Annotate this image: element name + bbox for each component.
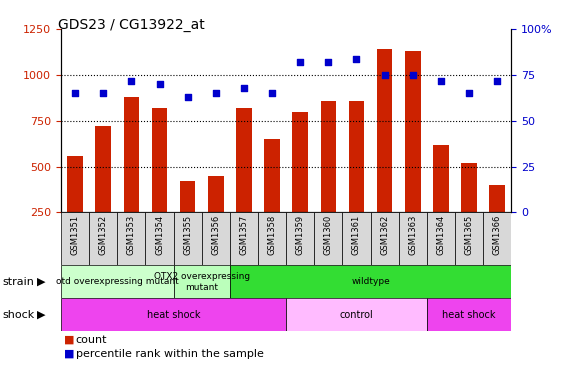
Bar — [208, 176, 224, 212]
Text: strain: strain — [3, 277, 35, 287]
Bar — [67, 156, 83, 212]
Point — [99, 90, 108, 96]
Bar — [489, 185, 505, 212]
Bar — [145, 212, 174, 265]
Bar — [236, 108, 252, 212]
Point — [324, 59, 333, 65]
Text: GSM1361: GSM1361 — [352, 215, 361, 255]
Text: control: control — [340, 310, 374, 320]
Bar — [230, 212, 258, 265]
Bar — [314, 212, 342, 265]
Text: OTX2 overexpressing
mutant: OTX2 overexpressing mutant — [153, 272, 250, 292]
Bar — [117, 212, 145, 265]
Point — [493, 78, 502, 83]
Bar — [180, 181, 195, 212]
Point — [464, 90, 474, 96]
Bar — [427, 212, 455, 265]
Bar — [89, 212, 117, 265]
Text: shock: shock — [3, 310, 35, 320]
Bar — [461, 163, 477, 212]
Bar — [483, 212, 511, 265]
Point — [436, 78, 446, 83]
Bar — [286, 212, 314, 265]
Text: GSM1351: GSM1351 — [70, 215, 80, 255]
Bar — [405, 51, 421, 212]
Text: ▶: ▶ — [37, 310, 45, 320]
Text: count: count — [76, 335, 107, 345]
Bar — [174, 265, 230, 298]
Bar — [321, 101, 336, 212]
Point — [183, 94, 192, 100]
Text: GSM1356: GSM1356 — [211, 215, 220, 255]
Bar — [455, 212, 483, 265]
Point — [380, 72, 389, 78]
Point — [408, 72, 417, 78]
Bar — [152, 108, 167, 212]
Text: GSM1358: GSM1358 — [268, 215, 277, 255]
Bar — [61, 298, 286, 331]
Point — [211, 90, 220, 96]
Bar — [258, 212, 286, 265]
Point — [267, 90, 277, 96]
Point — [70, 90, 80, 96]
Text: wildtype: wildtype — [351, 277, 390, 286]
Text: GSM1364: GSM1364 — [436, 215, 446, 255]
Text: heat shock: heat shock — [442, 310, 496, 320]
Bar — [61, 265, 174, 298]
Bar — [124, 97, 139, 212]
Bar — [427, 298, 511, 331]
Text: GSM1365: GSM1365 — [465, 215, 474, 255]
Point — [239, 85, 249, 91]
Bar — [61, 212, 89, 265]
Text: ▶: ▶ — [37, 277, 45, 287]
Bar — [202, 212, 230, 265]
Bar — [349, 101, 364, 212]
Text: GSM1355: GSM1355 — [183, 215, 192, 255]
Text: ■: ■ — [64, 348, 74, 359]
Text: GSM1357: GSM1357 — [239, 215, 249, 255]
Text: heat shock: heat shock — [147, 310, 200, 320]
Bar — [286, 298, 427, 331]
Text: GSM1366: GSM1366 — [493, 215, 502, 255]
Point — [296, 59, 305, 65]
Bar — [399, 212, 427, 265]
Text: GSM1362: GSM1362 — [380, 215, 389, 255]
Bar — [95, 126, 111, 212]
Point — [155, 81, 164, 87]
Bar — [377, 49, 392, 212]
Point — [352, 56, 361, 61]
Bar — [371, 212, 399, 265]
Text: otd overexpressing mutant: otd overexpressing mutant — [56, 277, 179, 286]
Bar — [264, 139, 280, 212]
Bar — [230, 265, 511, 298]
Bar — [174, 212, 202, 265]
Point — [127, 78, 136, 83]
Text: GSM1354: GSM1354 — [155, 215, 164, 255]
Text: GSM1363: GSM1363 — [408, 215, 417, 255]
Text: GSM1352: GSM1352 — [99, 215, 107, 255]
Bar — [342, 212, 371, 265]
Text: ■: ■ — [64, 335, 74, 345]
Text: GSM1360: GSM1360 — [324, 215, 333, 255]
Text: GSM1359: GSM1359 — [296, 215, 304, 255]
Bar — [433, 145, 449, 212]
Text: GSM1353: GSM1353 — [127, 215, 136, 255]
Text: percentile rank within the sample: percentile rank within the sample — [76, 348, 263, 359]
Text: GDS23 / CG13922_at: GDS23 / CG13922_at — [58, 18, 205, 32]
Bar — [292, 112, 308, 212]
